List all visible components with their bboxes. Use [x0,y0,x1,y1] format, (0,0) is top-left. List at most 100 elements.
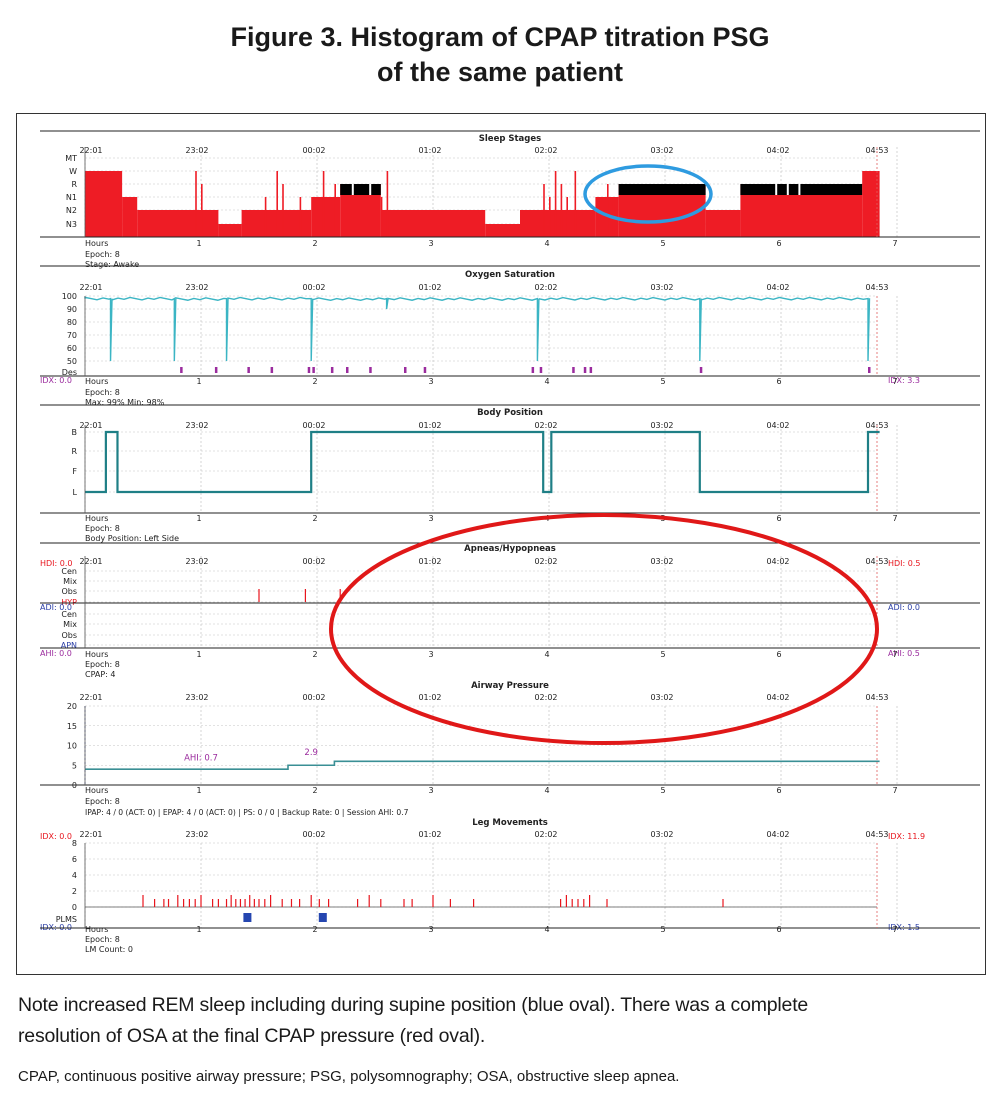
leg-idx-left: IDX: 0.0 [40,832,72,841]
apnea-lower-label: Mix [63,620,77,629]
spo2-tick: 90 [67,305,77,314]
desaturation-mark [572,367,575,373]
desaturation-mark [214,367,218,373]
hour-tick: 6 [776,239,781,248]
panel-title: Oxygen Saturation [465,270,555,280]
figure-title-line1: Figure 3. Histogram of CPAP titration PS… [230,22,770,52]
desaturation-mark [330,367,334,373]
hour-tick: 1 [196,925,201,934]
sleep-stage-bar [85,171,123,237]
hour-tick: 7 [892,377,897,386]
time-label: 02:02 [534,830,557,839]
time-label: 00:02 [302,421,325,430]
sleep-stage-bar [520,210,596,237]
hour-tick: 7 [892,786,897,795]
position-axis-label: B [72,428,78,437]
epoch-label: Epoch: 8 [85,797,120,806]
time-label: 23:02 [185,693,208,702]
time-label: 22:01 [79,830,102,839]
awakening-spike [554,171,557,237]
hour-tick: 2 [312,650,317,659]
panel-title: Airway Pressure [471,681,549,691]
hour-tick: 6 [776,786,781,795]
awakening-spike [543,184,545,237]
rem-gap [369,184,372,195]
desaturation-mark [346,367,349,373]
plms-label: PLMS [56,915,77,924]
awakening-spike [282,184,284,237]
stage-axis-label: W [69,167,77,176]
time-label: 03:02 [650,830,673,839]
position-axis-label: R [71,447,77,456]
awakening-spike [195,171,197,237]
hour-tick: 7 [892,239,897,248]
panel-detail: LM Count: 0 [85,945,133,954]
spo2-tick: 80 [67,318,77,327]
awakening-spike [607,184,609,237]
hours-label: Hours [85,786,108,795]
awakening-spike [276,171,278,237]
time-label: 23:02 [185,146,208,155]
hours-label: Hours [85,650,108,659]
hour-tick: 1 [196,514,201,523]
hour-tick: 6 [776,925,781,934]
awakening-spike [264,197,267,237]
hour-tick: 5 [660,650,665,659]
leg-tick: 8 [72,839,77,848]
stage-axis-label: N3 [66,220,77,229]
adi-left: ADI: 0.0 [40,603,72,612]
time-label: 22:01 [79,693,102,702]
rem-bar [618,184,706,195]
hours-label: Hours [85,239,108,248]
hour-tick: 7 [892,514,897,523]
time-label: 22:01 [79,557,102,566]
time-label: 03:02 [650,557,673,566]
sleep-stage-bar [122,197,138,237]
sleep-stage-bar [380,210,486,237]
time-label: 00:02 [302,693,325,702]
time-label: 02:02 [534,283,557,292]
hour-tick: 3 [428,377,433,386]
desaturation-mark [539,367,543,373]
adi-right: ADI: 0.0 [888,603,920,612]
time-label: 00:02 [302,146,325,155]
sleep-stage-bar [705,210,741,237]
desaturation-mark [699,367,703,373]
awakening-spike [566,197,568,237]
spo2-line [84,296,871,362]
time-label: 04:02 [766,830,789,839]
time-label: 23:02 [185,830,208,839]
hdi-right: HDI: 0.5 [888,559,921,568]
hour-tick: 3 [428,239,433,248]
hours-label: Hours [85,514,108,523]
awakening-spike [549,197,551,237]
hour-tick: 1 [196,786,201,795]
spo2-tick: 50 [67,357,77,366]
des-label: Des [62,368,77,377]
hours-label: Hours [85,377,108,386]
awakening-spike [201,184,203,237]
pressure-tick: 20 [67,702,77,711]
awakening-spike [386,171,389,237]
time-label: 00:02 [302,830,325,839]
caption-line2: resolution of OSA at the final CPAP pres… [18,1025,486,1047]
panel-title: Leg Movements [472,818,548,828]
apnea-lower-label: Obs [61,631,77,640]
hour-tick: 6 [776,514,781,523]
blue-oval-annotation [583,164,713,224]
desaturation-mark [247,367,250,373]
panel-title: Sleep Stages [479,134,541,144]
epoch-label: Epoch: 8 [85,524,120,533]
epoch-label: Epoch: 8 [85,935,120,944]
hour-tick: 5 [660,239,665,248]
awakening-spike [322,171,325,237]
ahi-right: AHI: 0.5 [888,649,920,658]
time-label: 03:02 [650,421,673,430]
time-label: 04:02 [766,557,789,566]
time-label: 04:53 [865,146,888,155]
figure-caption: Note increased REM sleep including durin… [18,990,984,1052]
sleep-stage-bar [218,224,242,237]
time-label: 02:02 [534,557,557,566]
apnea-lower-label: Cen [61,610,77,619]
airway-pressure-line [85,760,880,770]
